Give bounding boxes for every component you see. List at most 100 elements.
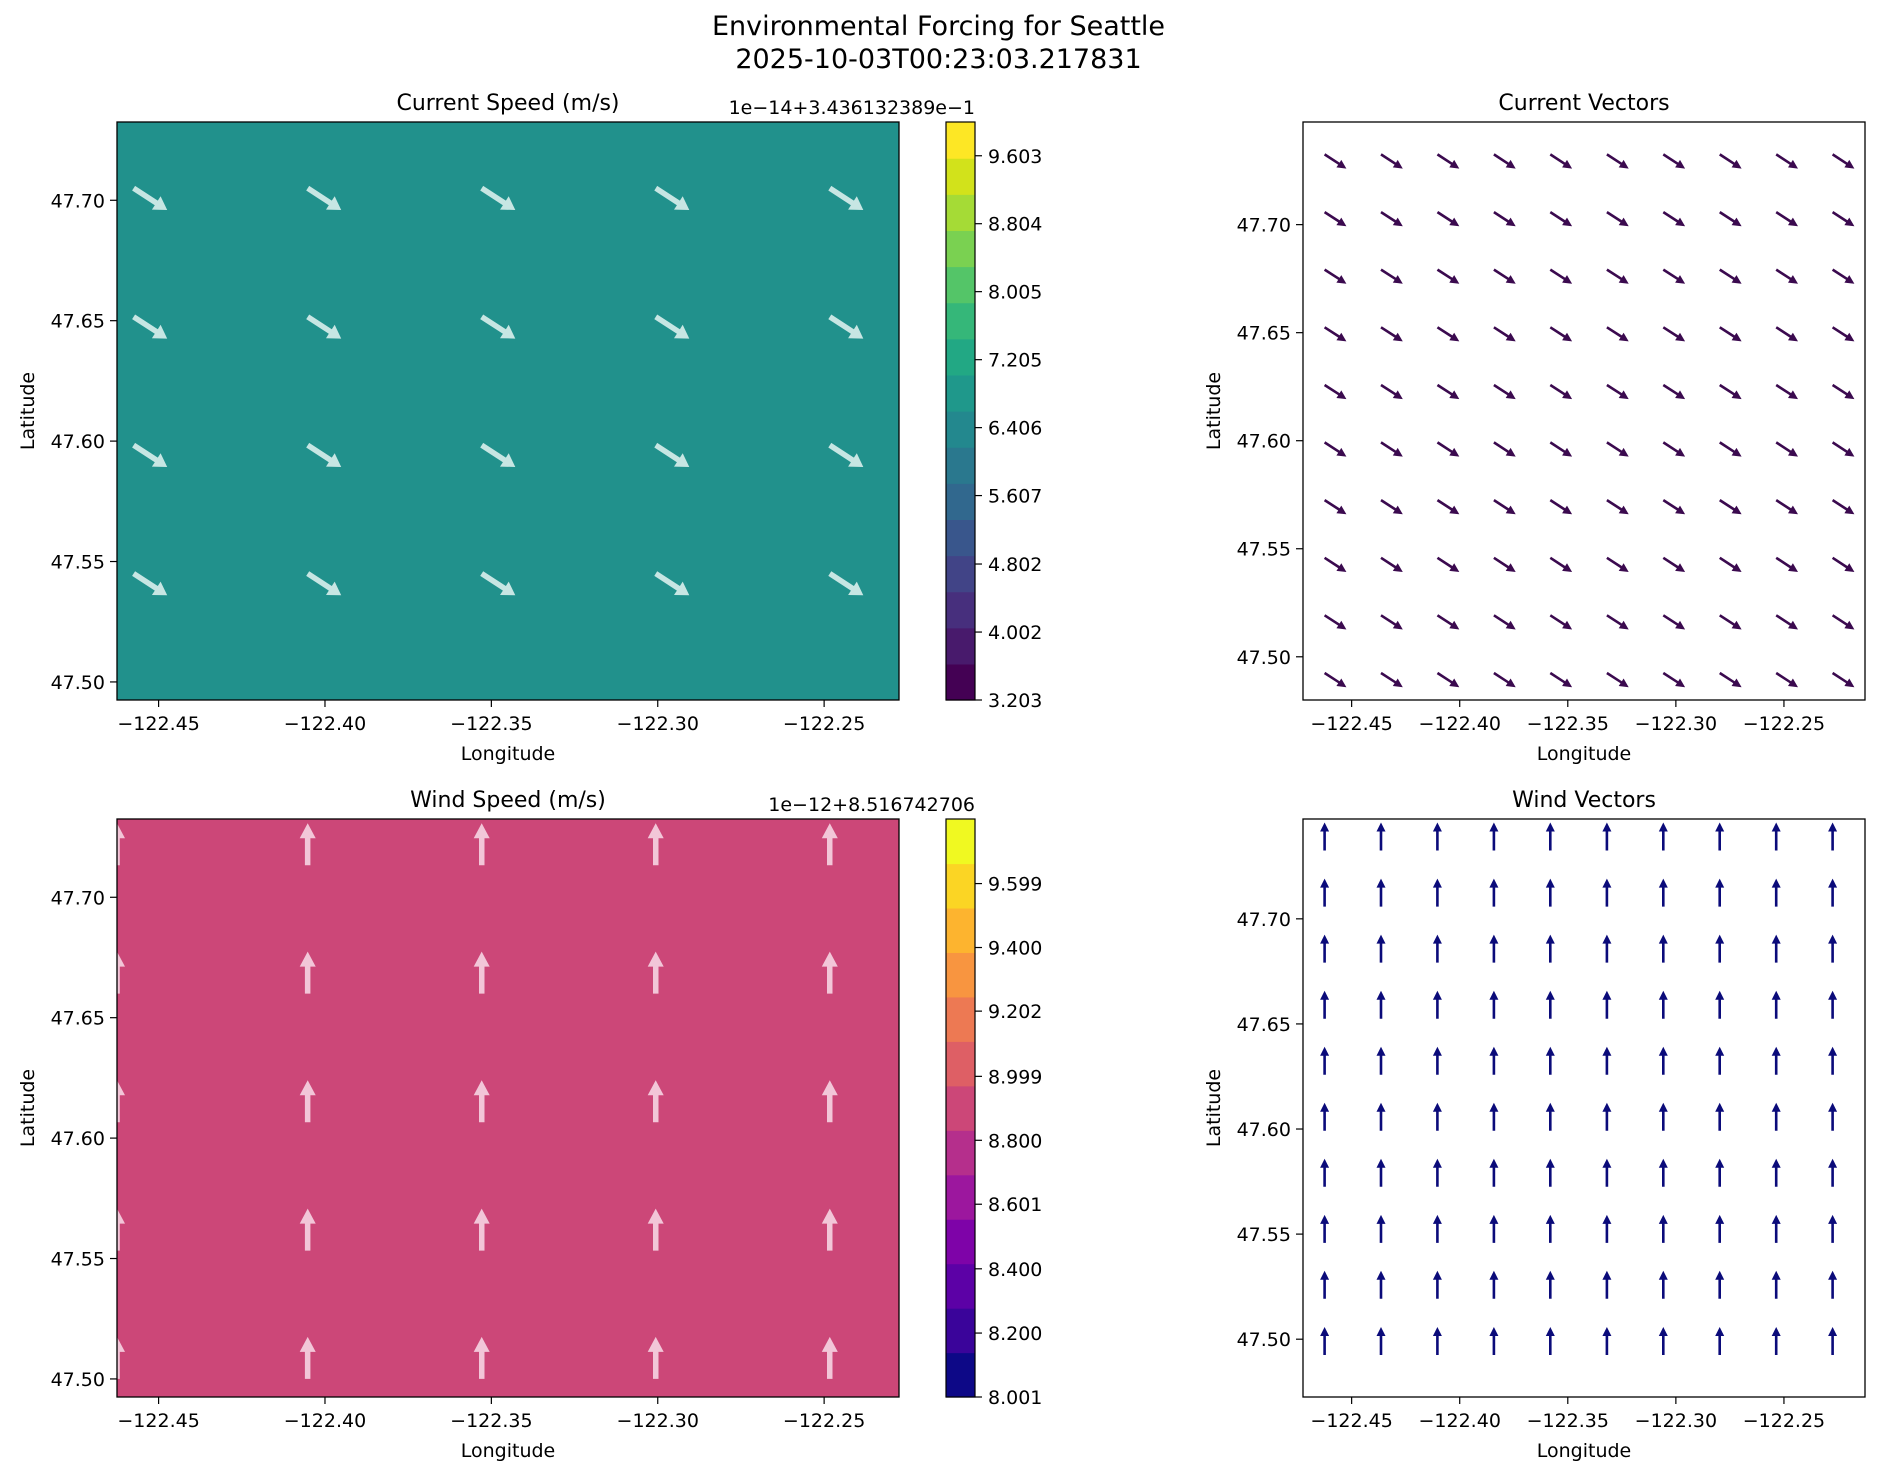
wind-vectors-xlabel: Longitude	[1537, 1440, 1632, 1462]
current-vectors-arrows	[1323, 153, 1855, 688]
wind-vectors-ytick-label: 47.55	[1237, 1224, 1291, 1246]
wind-vectors-arrow	[1658, 878, 1668, 907]
wind-speed-arrows	[117, 823, 838, 1379]
current-vectors-arrow	[1719, 671, 1742, 688]
wind-vectors-arrow	[1376, 990, 1386, 1019]
wind-vectors-arrow	[1432, 990, 1442, 1019]
current-vectors-arrow	[1719, 614, 1742, 630]
current-vectors-arrow	[1549, 268, 1573, 284]
wind-vectors-arrow	[1489, 990, 1499, 1019]
wind-speed-arrow	[647, 1208, 664, 1251]
current-speed-xlabel: Longitude	[461, 743, 556, 765]
current-vectors-arrow	[1662, 556, 1686, 572]
current-vectors-arrow	[1436, 153, 1460, 169]
wind-speed-arrow	[473, 823, 490, 866]
current-vectors-arrow	[1775, 383, 1798, 400]
current-vectors-arrow	[1323, 441, 1347, 457]
wind-speed-colorbar-tick-label: 8.200	[988, 1323, 1042, 1345]
wind-speed-xtick-label: −122.45	[117, 1410, 199, 1432]
wind-vectors-arrow	[1545, 878, 1555, 907]
wind-vectors-xtick-label: −122.45	[1310, 1410, 1392, 1432]
wind-vectors-arrow	[1602, 878, 1612, 907]
wind-vectors-arrow	[1489, 1270, 1499, 1299]
wind-speed-colorbar-band	[946, 1308, 975, 1354]
wind-speed-arrow	[299, 1336, 316, 1379]
current-speed-ytick-label: 47.55	[51, 552, 105, 574]
current-vectors-xtick-label: −122.40	[1419, 713, 1501, 735]
wind-speed-colorbar-tick-label: 8.601	[988, 1194, 1042, 1216]
wind-vectors-arrow	[1545, 1270, 1555, 1299]
wind-vectors-arrow	[1602, 1327, 1612, 1355]
wind-vectors-arrow	[1828, 990, 1838, 1019]
current-vectors-arrow	[1380, 441, 1403, 457]
current-speed-colorbar-band	[946, 627, 975, 665]
wind-vectors-arrow	[1715, 822, 1725, 851]
current-vectors-arrow	[1719, 268, 1742, 284]
current-speed-field	[117, 122, 899, 700]
current-speed-colorbar-band	[946, 519, 975, 557]
wind-speed-colorbar-band	[946, 1041, 975, 1087]
current-speed-arrow	[306, 442, 342, 467]
current-vectors-arrow	[1549, 383, 1573, 400]
current-vectors-arrow	[1606, 671, 1629, 688]
wind-speed-colorbar-offset: 1e−12+8.516742706	[768, 794, 975, 816]
wind-speed-colorbar-frame	[945, 818, 976, 1398]
wind-vectors-ytick-label: 47.70	[1237, 909, 1291, 931]
current-speed-colorbar-tick-label: 4.802	[988, 554, 1042, 576]
wind-vectors-arrow	[1828, 1046, 1838, 1075]
wind-vectors-arrow	[1545, 990, 1555, 1019]
current-vectors-ylabel: Latitude	[1203, 372, 1225, 450]
wind-speed-ytick-label: 47.55	[51, 1249, 105, 1271]
current-speed-colorbar: 3.203 4.002 4.802 5.607 6.406 7.205 8.005 8.804…	[729, 97, 1043, 712]
wind-vectors-arrow	[1715, 1270, 1725, 1299]
current-vectors-arrow	[1323, 499, 1347, 515]
current-vectors-arrow	[1775, 441, 1798, 457]
current-vectors-arrow	[1493, 326, 1516, 342]
current-speed-arrow	[828, 571, 864, 596]
wind-vectors-arrow	[1658, 1214, 1668, 1243]
current-vectors-arrow	[1662, 326, 1686, 342]
wind-speed-colorbar-band	[946, 863, 975, 909]
current-vectors-panel: −122.45 −122.40 −122.35 −122.30 −122.25 47.50…	[1203, 91, 1866, 765]
current-vectors-arrow	[1606, 614, 1629, 630]
current-vectors-arrow	[1436, 383, 1460, 400]
current-vectors-arrow	[1831, 326, 1855, 342]
wind-vectors-arrow	[1320, 1046, 1330, 1075]
current-speed-colorbar-tick-label: 5.607	[988, 486, 1042, 508]
current-vectors-arrow	[1775, 614, 1798, 630]
wind-vectors-arrow	[1771, 822, 1781, 851]
current-vectors-arrow	[1380, 211, 1403, 227]
wind-vectors-axes-frame	[1302, 818, 1866, 1398]
wind-vectors-arrow	[1376, 1102, 1386, 1131]
wind-vectors-arrow	[1489, 1214, 1499, 1243]
wind-vectors-arrow	[1602, 822, 1612, 851]
wind-vectors-arrow	[1658, 1158, 1668, 1187]
current-vectors-arrow	[1831, 268, 1855, 284]
wind-vectors-arrow	[1376, 1327, 1386, 1355]
wind-speed-arrow	[117, 1208, 125, 1251]
current-speed-arrow	[828, 185, 864, 210]
current-speed-colorbar-tick-label: 8.005	[988, 282, 1042, 304]
wind-vectors-arrow	[1602, 1214, 1612, 1243]
current-vectors-arrow	[1606, 383, 1629, 400]
current-vectors-arrow	[1380, 499, 1403, 515]
wind-vectors-title: Wind Vectors	[1512, 788, 1656, 813]
wind-speed-colorbar-band	[946, 1130, 975, 1176]
wind-vectors-arrow	[1715, 1327, 1725, 1355]
wind-vectors-arrow	[1320, 1158, 1330, 1187]
wind-speed-colorbar-tick-label: 8.001	[988, 1387, 1042, 1409]
current-vectors-arrow	[1831, 441, 1855, 457]
current-vectors-arrow	[1436, 441, 1460, 457]
current-vectors-arrow	[1719, 153, 1742, 169]
current-vectors-arrow	[1831, 499, 1855, 515]
wind-vectors-arrow	[1432, 934, 1442, 963]
wind-speed-xtick-label: −122.30	[617, 1410, 699, 1432]
wind-vectors-arrow	[1602, 990, 1612, 1019]
current-vectors-ytick-label: 47.65	[1237, 323, 1291, 345]
wind-vectors-arrow	[1828, 1158, 1838, 1187]
wind-vectors-arrow	[1658, 822, 1668, 851]
wind-vectors-arrow	[1489, 1158, 1499, 1187]
wind-vectors-xtick-label: −122.25	[1743, 1410, 1825, 1432]
current-vectors-arrow	[1606, 153, 1629, 169]
current-vectors-arrow	[1323, 268, 1347, 284]
